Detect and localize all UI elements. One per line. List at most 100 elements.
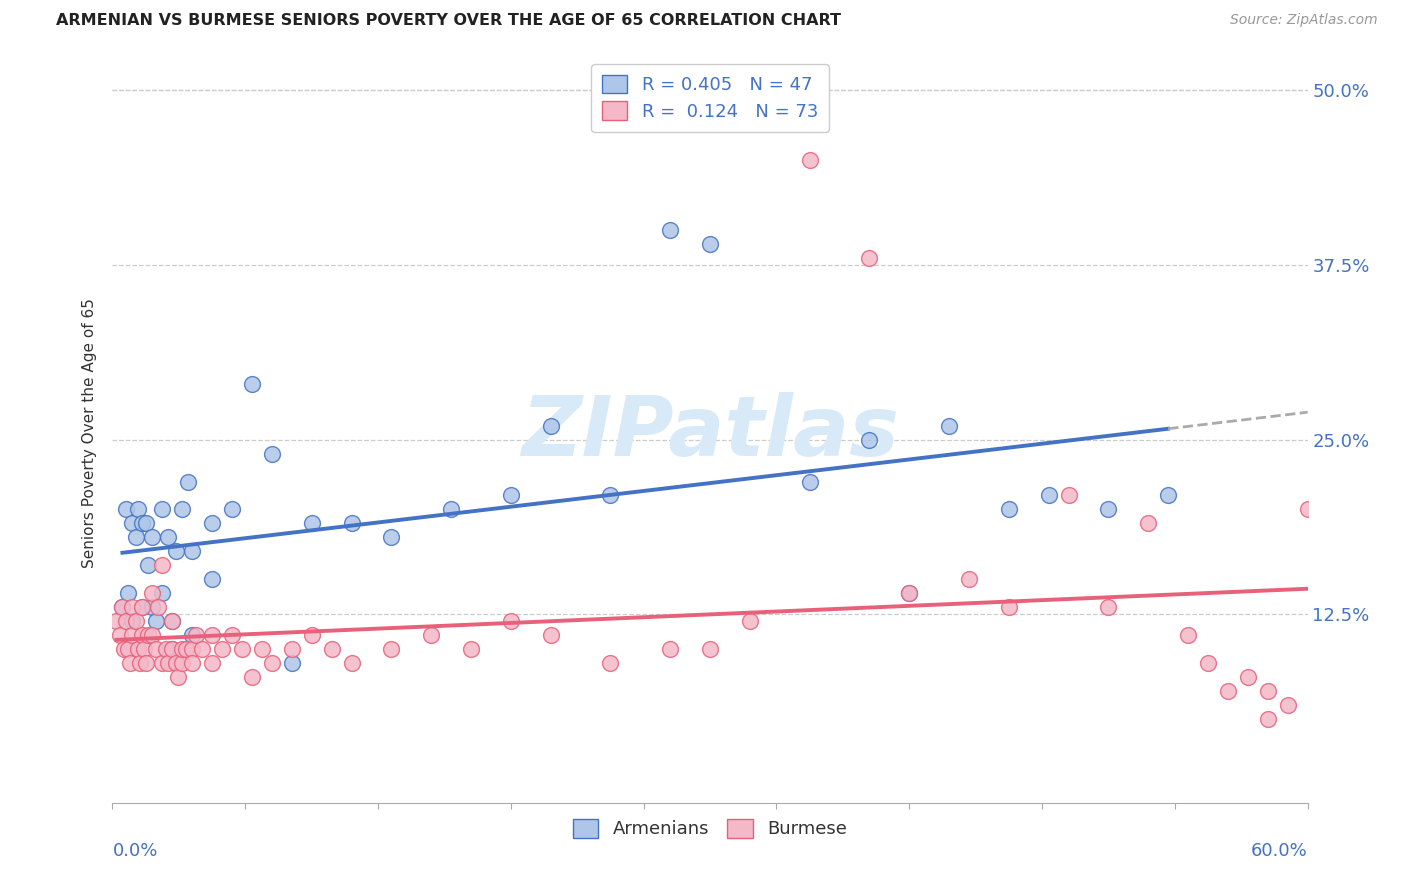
Point [131,516,153,531]
Point [172,656,194,670]
Point [167,670,190,684]
Point [301,628,323,642]
Point [1097,600,1119,615]
Point [211,642,233,657]
Legend: Armenians, Burmese: Armenians, Burmese [565,812,855,846]
Text: ZIPatlas: ZIPatlas [522,392,898,473]
Point [134,642,156,657]
Point [120,656,142,670]
Point [186,628,208,642]
Point [599,488,621,502]
Point [799,153,821,168]
Point [165,656,187,670]
Point [155,642,177,657]
Point [125,530,148,544]
Point [157,656,180,670]
Point [157,530,180,544]
Point [260,446,283,460]
Point [145,614,167,628]
Point [221,628,243,642]
Point [121,628,143,642]
Point [998,600,1021,615]
Point [172,642,194,657]
Point [938,418,960,433]
Point [1237,670,1260,684]
Point [898,586,921,600]
Point [148,600,170,615]
Point [177,475,200,489]
Point [141,586,163,600]
Point [340,516,363,531]
Point [380,642,402,657]
Point [131,600,153,615]
Point [540,418,562,433]
Point [131,600,153,615]
Point [141,628,163,642]
Point [181,656,204,670]
Point [1038,488,1060,502]
Point [858,433,880,447]
Point [135,516,157,531]
Point [420,628,443,642]
Point [699,642,721,657]
Point [281,656,304,670]
Point [127,502,149,516]
Point [1057,488,1080,502]
Point [150,656,173,670]
Point [162,642,183,657]
Point [1216,684,1239,698]
Point [998,502,1021,516]
Point [1257,712,1279,726]
Point [201,628,224,642]
Point [138,628,160,642]
Point [738,614,761,628]
Point [201,656,224,670]
Point [281,642,304,657]
Point [181,628,204,642]
Point [1257,684,1279,698]
Point [221,502,243,516]
Point [172,502,194,516]
Point [115,614,138,628]
Point [150,558,173,573]
Point [499,488,522,502]
Y-axis label: Seniors Poverty Over the Age of 65: Seniors Poverty Over the Age of 65 [82,298,97,567]
Point [121,516,143,531]
Point [145,642,167,657]
Point [499,614,522,628]
Point [659,223,682,237]
Point [240,670,263,684]
Point [138,558,160,573]
Point [114,642,135,657]
Point [117,586,139,600]
Point [858,251,880,265]
Point [150,586,173,600]
Point [957,572,980,586]
Point [174,642,197,657]
Point [1097,502,1119,516]
Point [117,642,139,657]
Point [191,642,214,657]
Point [1177,628,1199,642]
Point [699,237,721,252]
Text: ARMENIAN VS BURMESE SENIORS POVERTY OVER THE AGE OF 65 CORRELATION CHART: ARMENIAN VS BURMESE SENIORS POVERTY OVER… [56,13,841,29]
Text: Source: ZipAtlas.com: Source: ZipAtlas.com [1230,13,1378,28]
Point [1296,502,1319,516]
Point [141,530,163,544]
Point [1137,516,1160,531]
Point [110,628,132,642]
Point [111,600,134,615]
Point [440,502,463,516]
Point [135,656,157,670]
Point [201,572,224,586]
Point [141,600,163,615]
Point [240,376,263,391]
Point [121,614,143,628]
Point [162,614,183,628]
Point [181,544,204,558]
Point [659,642,682,657]
Point [380,530,402,544]
Point [799,475,821,489]
Point [540,628,562,642]
Point [127,642,149,657]
